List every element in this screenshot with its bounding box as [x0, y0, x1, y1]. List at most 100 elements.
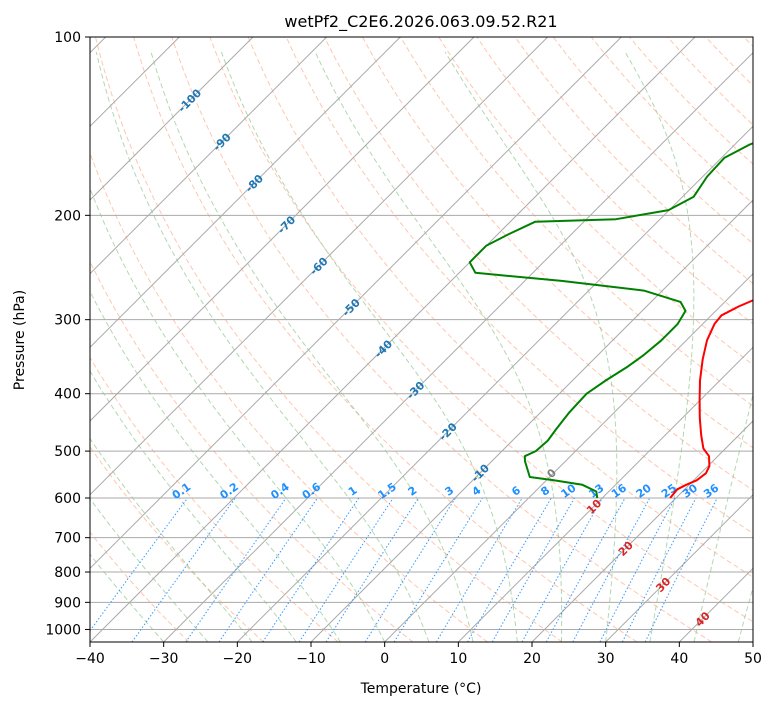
moist-adiabat: [90, 290, 341, 642]
isotherm-label: -90: [211, 130, 234, 153]
isotherm-line: [90, 37, 549, 496]
axes: −40 −30 −20 −10 0 10 20 30 40 50 1000 900 800 700 600 5…: [45, 30, 762, 667]
dry-adiabat: [90, 260, 414, 642]
moist-adiabat: [90, 370, 297, 642]
mixing-ratio-label: 1: [346, 484, 360, 499]
y-tick-label: 400: [54, 387, 81, 403]
x-tick-label: 40: [670, 651, 688, 667]
x-tick-label: 30: [597, 651, 615, 667]
isotherm-line: [236, 125, 753, 642]
isotherm-line: [90, 37, 475, 422]
mixing-ratio-label: 8: [538, 484, 552, 499]
mixing-ratio-line: [90, 497, 188, 632]
moist-adiabat: [624, 51, 695, 642]
dry-adiabat: [323, 37, 753, 491]
y-axis-label: Pressure (hPa): [12, 290, 28, 390]
y-tick-label: 500: [54, 444, 81, 460]
dry-adiabat: [667, 37, 753, 126]
mixing-ratio-line: [491, 497, 575, 642]
mixing-ratio-line: [131, 497, 236, 642]
isotherm-line: [90, 37, 622, 570]
x-tick-label: −10: [296, 651, 326, 667]
dewpoint-line: [468, 142, 753, 499]
isotherm-line: [531, 420, 753, 642]
mixing-ratio-line: [298, 497, 394, 642]
mixing-ratio-line: [218, 497, 318, 642]
moist-adiabat: [150, 51, 474, 642]
y-tick-label: 900: [54, 595, 81, 611]
moist-adiabat: [693, 392, 753, 642]
dry-adiabat: [362, 37, 753, 449]
y-tick-label: 100: [54, 30, 81, 46]
y-tick-label: 700: [54, 531, 81, 547]
dry-adiabat: [90, 531, 190, 642]
mixing-ratio-line: [262, 497, 360, 642]
mixing-ratio-line: [467, 497, 552, 642]
plot-frame: [89, 36, 754, 643]
isotherm-line: [678, 567, 753, 642]
moist-adiabat: [220, 51, 518, 642]
x-axis-label: Temperature (°C): [360, 681, 482, 697]
x-tick-label: −30: [149, 651, 179, 667]
mixing-ratio-line: [599, 497, 676, 642]
moist-adiabat: [95, 51, 430, 642]
mixing-ratio-label: 2: [406, 484, 420, 499]
isotherm-line: [457, 346, 753, 642]
isotherm-line: [384, 272, 753, 642]
dry-adiabat: [171, 37, 712, 642]
moist-adiabat: [737, 585, 753, 642]
isotherm-line: [90, 37, 401, 349]
isotherm-line: [163, 51, 753, 642]
dry-adiabat: [514, 37, 753, 285]
isotherm-line: [605, 493, 753, 642]
moist-adiabat: [90, 187, 386, 642]
dry-adiabat: [552, 37, 753, 245]
mixing-ratio-line: [521, 497, 603, 642]
chart-title: wetPf2_C2E6.2026.063.09.52.R21: [284, 12, 557, 32]
y-tick-label: 800: [54, 565, 81, 581]
mixing-ratio-line: [621, 497, 697, 642]
dry-adiabat: [90, 151, 488, 642]
x-tick-label: −20: [223, 651, 253, 667]
dry-adiabat: [209, 37, 753, 623]
dry-adiabat: [95, 37, 563, 642]
dry-adiabat: [400, 37, 753, 407]
isotherm-line: [90, 37, 696, 642]
x-tick-label: 0: [380, 651, 389, 667]
mixing-ratio-line: [185, 497, 287, 642]
y-tick-label: 200: [54, 208, 81, 224]
mixing-ratio-line: [325, 497, 419, 642]
dry-adiabat: [90, 445, 264, 642]
dry-adiabat: [590, 37, 753, 205]
mixing-ratio-line: [393, 497, 483, 642]
mixing-ratio-line: [545, 497, 626, 642]
dry-adiabat: [743, 37, 753, 48]
background-lines: [90, 37, 753, 642]
y-tick-label: 300: [54, 313, 81, 329]
dry-adiabat: [90, 356, 339, 642]
x-tick-label: 10: [449, 651, 467, 667]
x-tick-label: 20: [523, 651, 541, 667]
dry-adiabat: [705, 37, 753, 87]
moist-adiabat: [90, 497, 209, 642]
dry-adiabat: [476, 37, 753, 325]
temperature-line: [669, 299, 753, 499]
mixing-ratio-line: [364, 497, 456, 642]
dry-adiabat: [247, 37, 753, 578]
mixing-ratio-label: 0.1: [170, 480, 193, 502]
mixing-ratio-line: [644, 497, 718, 642]
moist-adiabat: [444, 51, 618, 642]
isotherm-line: [90, 37, 254, 201]
dry-adiabat: [133, 37, 638, 642]
dry-adiabat: [285, 37, 753, 534]
mixing-ratio-line: [572, 497, 651, 642]
mixing-ratio-label: 6: [509, 483, 523, 498]
data-series: [468, 142, 753, 499]
mixing-ratio-label: 0.2: [217, 480, 240, 502]
moist-adiabat: [314, 51, 563, 642]
x-tick-label: 50: [744, 651, 762, 667]
mixing-ratio-label: 0.4: [268, 480, 292, 502]
dry-adiabat: [438, 37, 753, 366]
